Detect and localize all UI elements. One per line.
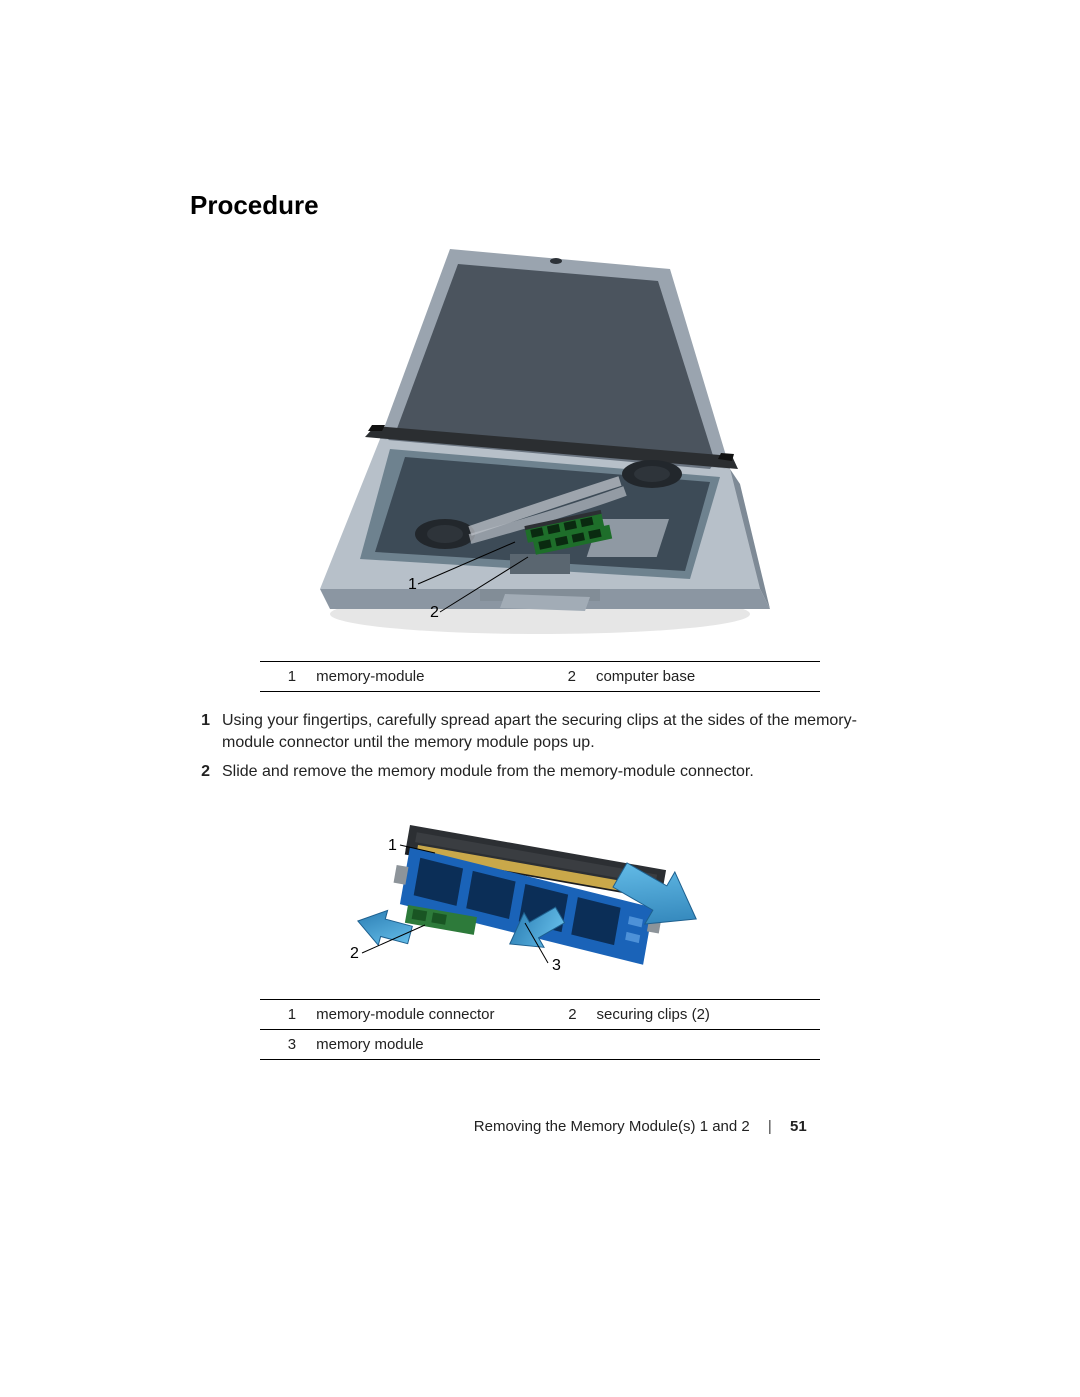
figure2-legend: 1 memory-module connector 2 securing cli… (260, 999, 820, 1060)
legend-label: memory-module (306, 662, 540, 692)
figure-laptop: 1 2 (260, 239, 820, 649)
step-item: 2 Slide and remove the memory module fro… (190, 761, 890, 783)
figure1-legend: 1 memory-module 2 computer base (260, 661, 820, 692)
legend-num: 2 (540, 999, 586, 1029)
procedure-steps: 1 Using your fingertips, carefully sprea… (190, 710, 890, 783)
legend-row: 3 memory module (260, 1029, 820, 1059)
legend-num: 2 (540, 662, 586, 692)
step-item: 1 Using your fingertips, carefully sprea… (190, 710, 890, 753)
memory-module-illustration: 1 2 3 (260, 795, 820, 995)
legend-row: 1 memory-module connector 2 securing cli… (260, 999, 820, 1029)
step-text: Slide and remove the memory module from … (222, 763, 754, 780)
footer-title: Removing the Memory Module(s) 1 and 2 (474, 1118, 750, 1135)
legend-label: computer base (586, 662, 820, 692)
page-footer: Removing the Memory Module(s) 1 and 2 | … (260, 1118, 820, 1135)
footer-separator: | (768, 1118, 772, 1135)
step-number: 1 (190, 710, 210, 732)
manual-page: Procedure (0, 0, 1080, 1397)
step-text: Using your fingertips, carefully spread … (222, 712, 857, 751)
legend-row: 1 memory-module 2 computer base (260, 662, 820, 692)
legend-label: memory-module connector (306, 999, 540, 1029)
legend-label (587, 1029, 820, 1059)
legend-label: securing clips (2) (587, 999, 820, 1029)
page-number: 51 (790, 1118, 820, 1135)
svg-text:2: 2 (350, 945, 359, 962)
svg-text:1: 1 (408, 576, 417, 593)
legend-label: memory module (306, 1029, 540, 1059)
legend-num: 1 (260, 999, 306, 1029)
section-heading: Procedure (190, 190, 890, 221)
legend-num: 1 (260, 662, 306, 692)
step-number: 2 (190, 761, 210, 783)
laptop-illustration: 1 2 (260, 239, 820, 649)
legend-num: 3 (260, 1029, 306, 1059)
figure-memory-module: 1 2 3 (260, 795, 820, 995)
legend-num (540, 1029, 586, 1059)
svg-text:2: 2 (430, 604, 439, 621)
svg-text:1: 1 (388, 837, 397, 854)
svg-text:3: 3 (552, 957, 561, 974)
